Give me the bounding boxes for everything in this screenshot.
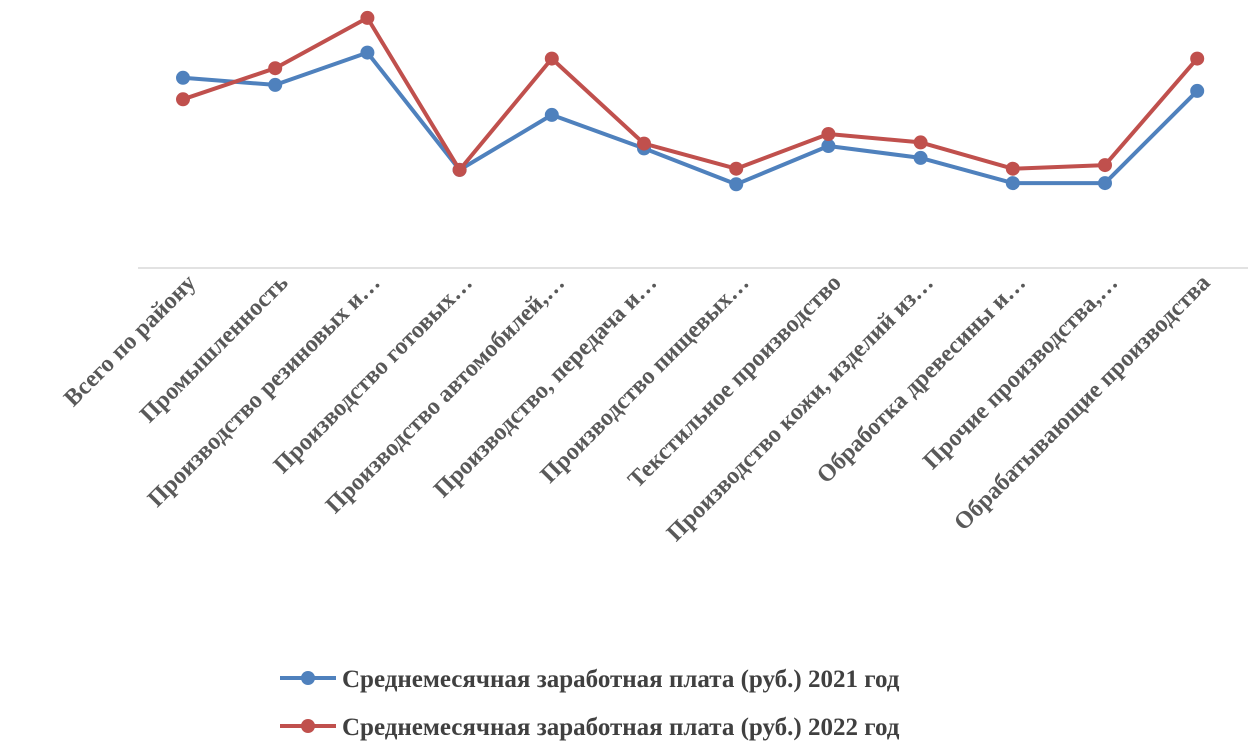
series-layer [176,10,1205,192]
data-point-s1-7 [729,177,744,192]
x-tick-label: Прочие производства,… [918,270,1123,475]
data-point-s2-6 [637,136,651,151]
data-point-s2-8 [821,127,836,141]
data-point-s1-10 [1005,176,1020,191]
data-point-s1-1 [176,70,190,85]
data-point-s2-7 [729,161,744,176]
data-point-s2-1 [176,92,190,107]
legend-swatch-marker-2 [301,719,315,733]
data-point-s1-12 [1190,83,1205,98]
data-point-s2-9 [913,135,928,150]
legend-swatch-marker-1 [301,671,315,685]
series-line-1 [181,50,1200,187]
legend-label-2: Среднемесячная заработная плата (руб.) 2… [342,714,900,741]
data-point-s1-5 [544,107,559,122]
series-line-2 [181,15,1200,172]
data-point-s2-2 [268,61,283,76]
x-tick-labels: Всего по районуПромышленностьПроизводств… [59,270,1215,547]
data-point-s2-4 [452,162,467,177]
data-point-s1-3 [360,45,375,60]
data-point-s2-5 [544,51,559,66]
data-point-s2-12 [1190,51,1205,66]
data-point-s2-3 [360,10,375,25]
data-point-s1-2 [268,77,283,92]
data-point-s1-11 [1098,176,1112,191]
data-point-s2-10 [1005,161,1020,176]
data-point-s1-9 [913,150,928,165]
data-point-s2-11 [1098,158,1112,173]
legend: Среднемесячная заработная плата (руб.) 2… [280,666,900,741]
data-point-s1-8 [821,139,836,153]
legend-label-1: Среднемесячная заработная плата (руб.) 2… [342,666,900,693]
